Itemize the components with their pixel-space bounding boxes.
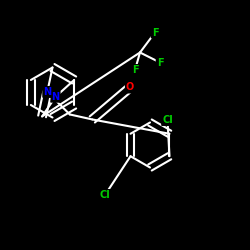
Text: F: F — [132, 65, 138, 75]
Text: N: N — [52, 92, 60, 102]
Text: O: O — [126, 82, 134, 92]
Text: F: F — [157, 58, 163, 68]
Text: F: F — [152, 28, 158, 38]
Text: O: O — [126, 82, 134, 92]
Text: N: N — [43, 87, 51, 97]
Text: F: F — [157, 58, 163, 68]
Text: N: N — [43, 87, 51, 97]
Text: F: F — [132, 65, 138, 75]
Text: Cl: Cl — [162, 115, 173, 125]
Text: Cl: Cl — [100, 190, 110, 200]
Text: N: N — [52, 92, 60, 102]
Text: Cl: Cl — [162, 115, 173, 125]
Text: Cl: Cl — [100, 190, 110, 200]
Text: F: F — [152, 28, 158, 38]
